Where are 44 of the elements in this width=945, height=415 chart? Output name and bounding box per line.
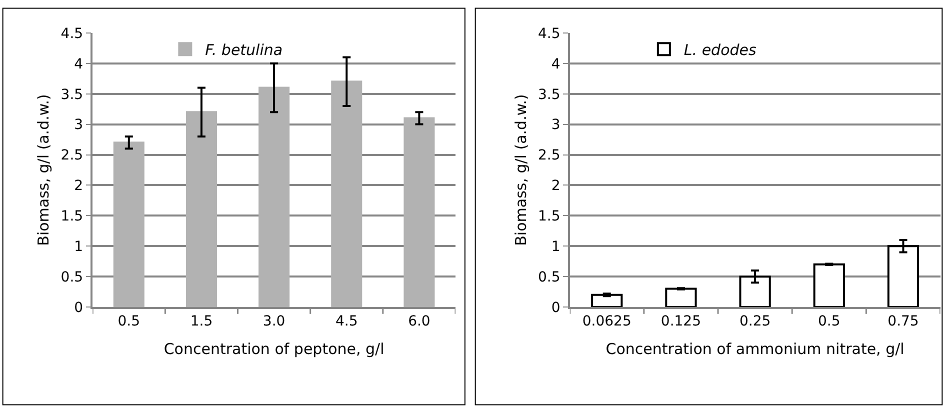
y-tick-label: 2: [74, 178, 84, 194]
x-tick-label: 3.0: [262, 314, 286, 330]
y-tick-label: 4: [74, 56, 84, 72]
x-tick-label: 0.75: [888, 314, 919, 330]
x-tick-label: 4.5: [335, 314, 358, 330]
y-tick-label: 2.5: [60, 148, 84, 164]
y-tick-label: 1: [551, 239, 560, 256]
y-tick-label: 4: [551, 56, 560, 72]
bar: [813, 263, 845, 308]
y-tick-label: 0.5: [538, 269, 560, 286]
bar: [258, 86, 290, 308]
y-tick-label: 4.5: [60, 26, 84, 42]
y-tick-label: 3: [551, 117, 560, 134]
x-tick-label: 0.0625: [582, 314, 632, 330]
y-tick-label: 2: [551, 178, 560, 194]
y-tick-label: 3: [74, 117, 84, 134]
y-tick-label: 0: [551, 300, 560, 316]
x-tick-label: 0.25: [739, 314, 771, 330]
x-tick-label: 0.5: [118, 314, 140, 330]
legend-label: F. betulina: [205, 41, 283, 60]
y-tick-label: 2.5: [538, 148, 560, 164]
y-tick-label: 1.5: [60, 208, 84, 225]
y-tick-label: 1: [74, 239, 84, 256]
y-tick-label: 3.5: [60, 86, 84, 103]
x-tick-label: 1.5: [190, 314, 213, 330]
x-axis-title: Concentration of peptone, g/l: [164, 340, 384, 358]
y-tick-label: 4.5: [538, 26, 560, 42]
y-tick-label: 0.5: [60, 269, 84, 286]
bar: [113, 142, 144, 308]
x-axis-title: Concentration of ammonium nitrate, g/l: [606, 340, 904, 358]
y-axis-title: Biomass, g/l (a.d.w.): [512, 94, 530, 246]
y-tick-label: 0: [74, 300, 84, 316]
y-tick-label: 1.5: [538, 208, 560, 225]
y-axis-title: Biomass, g/l (a.d.w.): [34, 94, 53, 246]
x-tick-label: 6.0: [408, 314, 430, 330]
legend-label: L. edodes: [684, 41, 756, 60]
bar: [186, 111, 217, 308]
y-tick-label: 3.5: [538, 86, 560, 103]
x-tick-label: 0.5: [818, 314, 840, 330]
bar: [331, 80, 362, 308]
x-tick-label: 0.125: [660, 314, 702, 330]
bar: [404, 117, 435, 308]
bar: [665, 288, 697, 308]
bar: [591, 294, 623, 308]
